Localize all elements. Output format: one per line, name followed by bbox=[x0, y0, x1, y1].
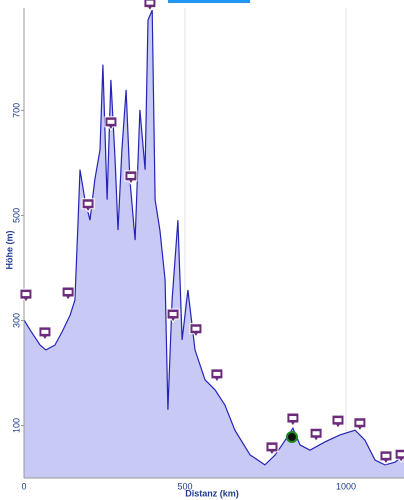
stop-marker bbox=[265, 441, 279, 456]
marker-icon bbox=[268, 444, 276, 449]
marker-icon bbox=[356, 420, 364, 425]
marker-icon bbox=[192, 326, 200, 331]
marker-icon bbox=[41, 329, 49, 334]
marker-icon bbox=[397, 452, 404, 457]
marker-icon bbox=[107, 119, 115, 124]
stop-marker bbox=[309, 427, 323, 443]
x-tick-label: 0 bbox=[21, 481, 26, 491]
x-tick-label: 1000 bbox=[336, 481, 356, 491]
stop-marker bbox=[143, 0, 157, 12]
stop-marker bbox=[353, 417, 367, 432]
stop-marker bbox=[19, 288, 33, 303]
tab-indicator bbox=[168, 0, 250, 3]
x-tick-label: 500 bbox=[178, 481, 193, 491]
stop-marker bbox=[394, 448, 404, 464]
stop-marker bbox=[210, 368, 224, 383]
position-dot bbox=[285, 431, 298, 444]
stop-marker bbox=[81, 198, 95, 213]
stop-marker bbox=[379, 450, 393, 465]
marker-icon bbox=[289, 416, 297, 421]
y-tick-label: 300 bbox=[11, 313, 21, 328]
stop-marker bbox=[124, 170, 138, 185]
marker-icon bbox=[84, 201, 92, 206]
marker-icon bbox=[334, 418, 342, 423]
stop-marker bbox=[166, 308, 180, 323]
marker-icon bbox=[213, 371, 221, 376]
line bbox=[23, 9, 404, 466]
stop-marker bbox=[331, 414, 345, 430]
y-tick-label: 700 bbox=[11, 103, 21, 118]
marker-icon bbox=[127, 173, 135, 178]
marker-icon bbox=[22, 292, 30, 297]
stop-marker bbox=[38, 326, 52, 341]
marker-icon bbox=[169, 312, 177, 317]
y-axis-label: Höhe (m) bbox=[4, 231, 14, 270]
x-axis-label: Distanz (km) bbox=[185, 488, 239, 498]
stop-marker bbox=[61, 286, 75, 301]
marker-icon bbox=[312, 431, 320, 436]
marker-icon bbox=[382, 453, 390, 458]
area bbox=[24, 10, 404, 478]
stop-marker bbox=[286, 412, 300, 427]
y-tick-label: 100 bbox=[11, 418, 21, 433]
marker-icon bbox=[146, 0, 154, 5]
marker-icon bbox=[64, 289, 72, 294]
stop-marker bbox=[189, 323, 203, 338]
y-tick-label: 500 bbox=[11, 208, 21, 223]
stop-marker bbox=[104, 116, 118, 131]
